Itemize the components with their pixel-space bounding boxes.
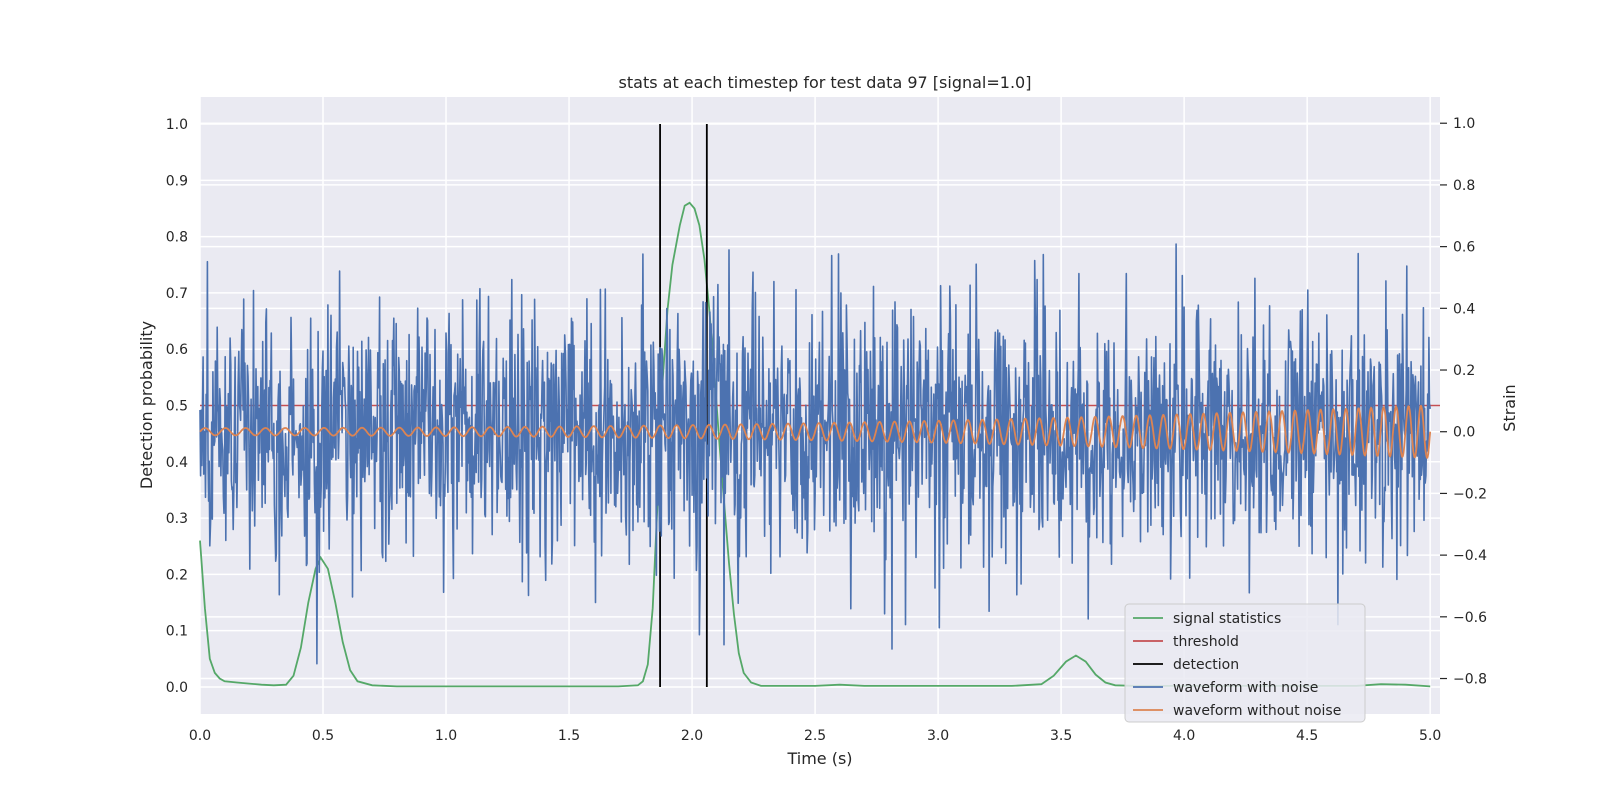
y-tick-label: 0.6 [166,342,188,358]
x-tick-label: 0.5 [312,728,334,744]
waveform-with-noise-line [199,243,1431,665]
legend-label: detection [1173,657,1239,673]
x-ticks: 0.0 0.5 1.0 1.5 2.0 2.5 3.0 3.5 4.0 4.5 5.0 [189,728,1441,744]
x-axis-label: Time (s) [786,749,852,768]
y2-ticks: −0.8 −0.6 −0.4 −0.2 0.0 0.2 0.4 0.6 0.8 1.0 [1440,116,1487,688]
x-tick-label: 4.0 [1173,728,1195,744]
y-tick-label: 1.0 [166,117,188,133]
y2-tick-label: 0.2 [1453,363,1475,379]
y-tick-label: 0.3 [166,511,188,527]
y2-tick-label: −0.2 [1453,486,1487,502]
y2-tick-label: 0.4 [1453,301,1475,317]
legend-box [1124,603,1366,723]
legend-label: waveform with noise [1173,680,1318,696]
x-tick-label: 1.0 [435,728,457,744]
x-tick-label: 0.0 [189,728,211,744]
y-ticks: 0.0 0.1 0.2 0.3 0.4 0.5 0.6 0.7 0.8 0.9 1.0 [166,117,188,696]
x-tick-label: 1.5 [558,728,580,744]
y-tick-label: 0.7 [166,286,188,302]
y2-tick-label: 1.0 [1453,116,1475,132]
x-tick-label: 3.5 [1050,728,1072,744]
y2-tick-label: −0.6 [1453,610,1487,626]
y2-tick-label: −0.8 [1453,672,1487,688]
signal-statistics-line [199,201,1431,688]
legend-label: signal statistics [1173,611,1281,627]
y-tick-label: 0.9 [166,173,188,189]
legend-label: waveform without noise [1173,703,1341,719]
y2-tick-label: 0.6 [1453,240,1475,256]
y2-tick-label: −0.4 [1453,548,1487,564]
chart-title: stats at each timestep for test data 97 … [619,73,1032,92]
y2-tick-label: 0.0 [1453,425,1475,441]
y-tick-label: 0.4 [166,455,188,471]
y-tick-label: 0.1 [166,624,188,640]
y-tick-label: 0.2 [166,567,188,583]
y2-axis-label: Strain [1500,384,1519,431]
y-tick-label: 0.0 [166,680,188,696]
y2-tick-label: 0.8 [1453,178,1475,194]
waveform-without-noise-line [199,405,1432,459]
legend: signal statistics threshold detection wavef… [1124,603,1366,723]
signal-statistics-layer [199,201,1431,688]
x-tick-label: 2.5 [804,728,826,744]
x-tick-label: 5.0 [1419,728,1441,744]
y-tick-label: 0.8 [166,230,188,246]
x-tick-label: 2.0 [681,728,703,744]
x-tick-label: 4.5 [1296,728,1318,744]
waveform-with-noise-layer [199,243,1431,665]
waveform-without-noise-layer [199,405,1432,459]
y-axis-label: Detection probability [137,321,156,489]
y-tick-label: 0.5 [166,399,188,415]
legend-label: threshold [1173,634,1239,650]
x-tick-label: 3.0 [927,728,949,744]
